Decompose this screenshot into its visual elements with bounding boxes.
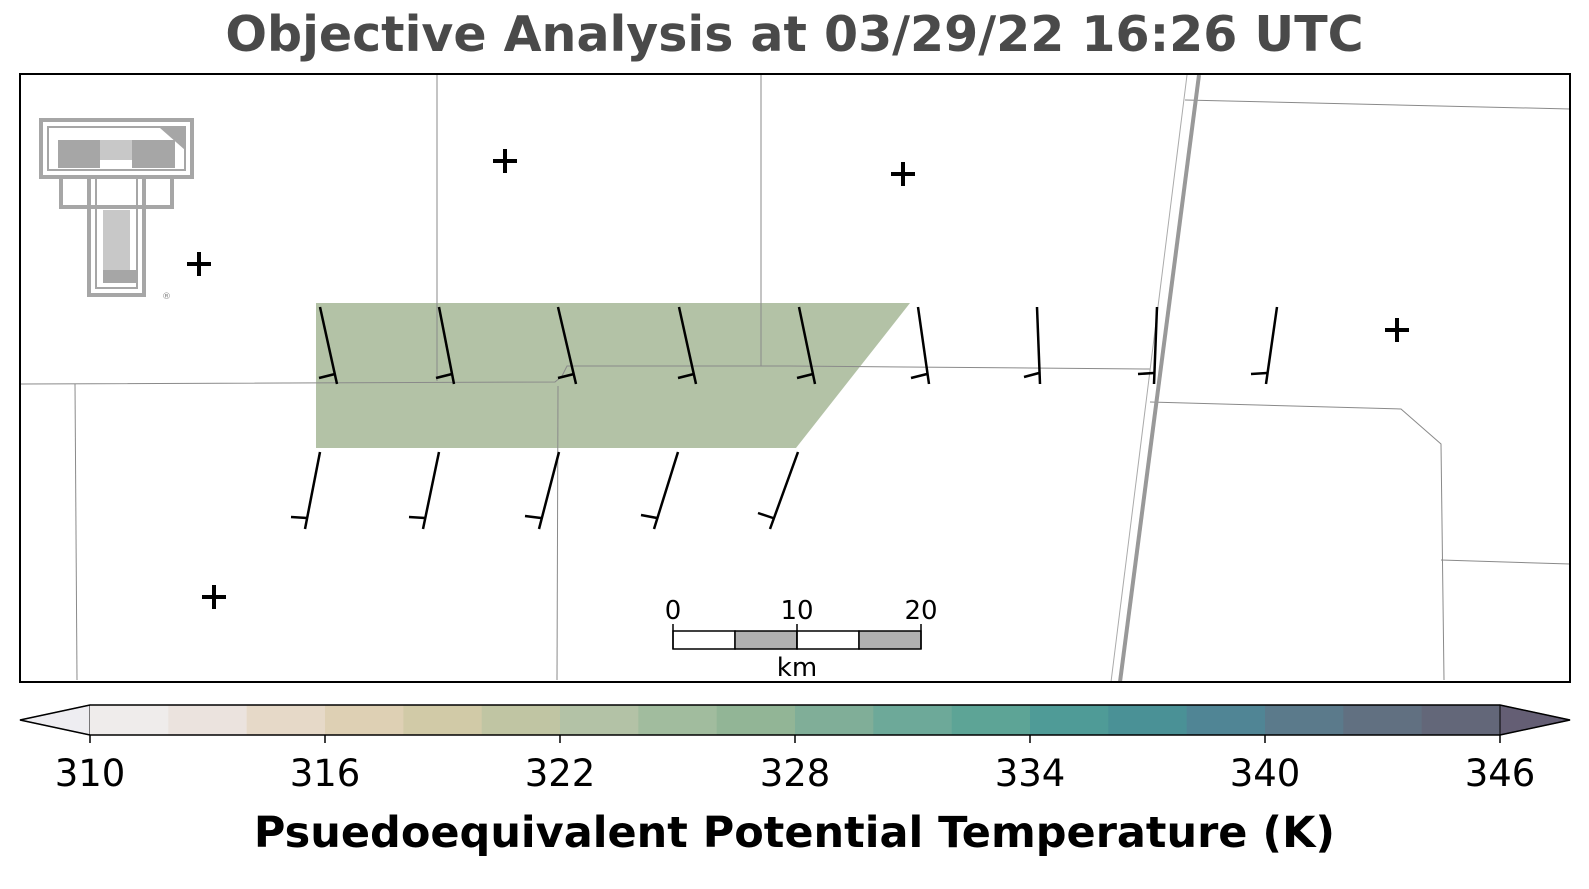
map-title: Objective Analysis at 03/29/22 16:26 UTC <box>225 6 1364 63</box>
colorbar-swatch <box>1108 705 1188 735</box>
station-markers <box>187 149 1409 609</box>
wind-barb <box>435 306 456 385</box>
colorbar-extend-high <box>1499 704 1571 736</box>
theta-e-shaded-region <box>316 303 910 448</box>
map-frame <box>19 73 1571 683</box>
colorbar-swatch <box>246 705 326 735</box>
colorbar-tick-label: 328 <box>760 752 831 795</box>
colorbar-swatch <box>873 705 953 735</box>
colorbar-tick-label: 334 <box>995 752 1066 795</box>
wind-barb <box>796 306 817 385</box>
colorbar-swatch <box>1343 705 1423 735</box>
colorbar-swatch <box>951 705 1031 735</box>
wind-barb <box>408 451 441 530</box>
scale-bar: 0 10 20 km <box>665 596 938 683</box>
registered-mark: ® <box>162 292 171 302</box>
station-marker <box>1385 318 1409 342</box>
colorbar-extend-low <box>19 704 91 736</box>
colorbar-swatch <box>1186 705 1266 735</box>
colorbar-swatch <box>716 705 796 735</box>
colorbar-swatch <box>403 705 483 735</box>
colorbar-swatch <box>1421 705 1501 735</box>
wind-barb <box>290 451 322 530</box>
colorbar-tick-label: 316 <box>290 752 361 795</box>
scale-unit: km <box>777 653 817 683</box>
wind-barb <box>1250 306 1279 385</box>
wind-barb <box>1137 306 1159 385</box>
scale-tick-0: 0 <box>665 596 682 626</box>
wind-barb <box>524 451 561 530</box>
colorbar-swatch <box>638 705 718 735</box>
colorbar-swatch <box>795 705 874 735</box>
colorbar-swatch <box>1030 705 1109 735</box>
colorbar-swatch <box>168 705 248 735</box>
state-boundary <box>1110 74 1201 683</box>
wind-barb <box>556 306 578 385</box>
wind-barb <box>757 451 800 530</box>
wind-barb <box>640 451 680 530</box>
colorbar-tick-label: 340 <box>1230 752 1301 795</box>
wind-barb <box>1023 306 1042 385</box>
scale-tick-20: 20 <box>904 596 937 626</box>
scale-tick-10: 10 <box>780 596 813 626</box>
colorbar-swatch <box>560 705 639 735</box>
colorbar-tick-label: 346 <box>1465 752 1536 795</box>
wind-barb <box>910 306 931 385</box>
wind-barb <box>677 306 698 385</box>
station-marker <box>187 252 211 276</box>
wind-barbs-lower-row <box>290 451 800 530</box>
colorbar-tick-label: 310 <box>55 752 126 795</box>
wind-barbs-upper-row <box>318 306 1279 385</box>
wind-barb <box>318 306 339 385</box>
station-marker <box>891 162 915 186</box>
county-boundaries <box>19 75 1571 681</box>
texas-tech-logo: ® <box>39 118 194 302</box>
colorbar-label: Psuedoequivalent Potential Temperature (… <box>253 808 1336 858</box>
station-marker <box>493 149 517 173</box>
colorbar-swatch <box>325 705 404 735</box>
colorbar-swatch <box>1265 705 1344 735</box>
station-marker <box>202 585 226 609</box>
colorbar-swatch <box>481 705 561 735</box>
colorbar-swatch <box>90 705 169 735</box>
colorbar-tick-label: 322 <box>525 752 596 795</box>
colorbar: 310 316 322 328 334 340 346 <box>19 704 1571 795</box>
